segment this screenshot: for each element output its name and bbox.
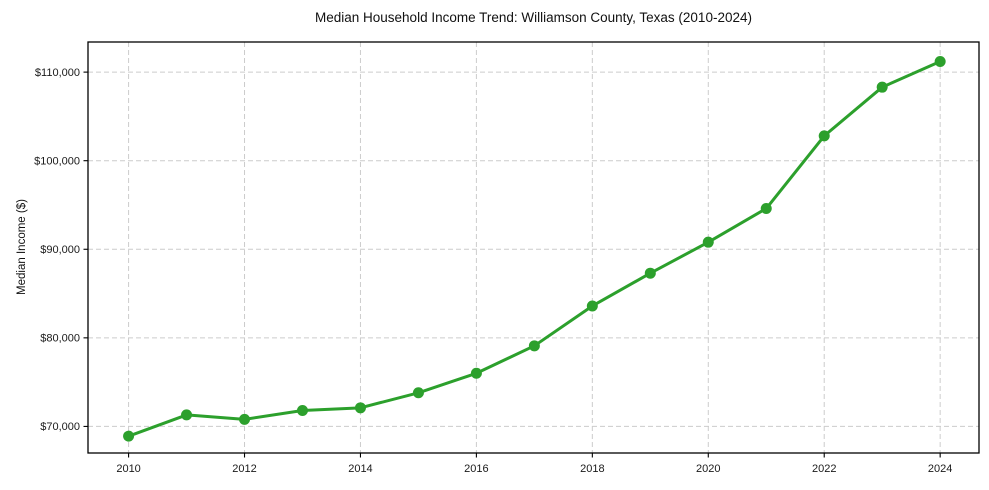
data-point-2023 (876, 81, 888, 93)
x-tick-label: 2014 (348, 463, 372, 475)
data-point-2021 (760, 203, 772, 215)
data-point-2013 (296, 404, 308, 416)
data-point-2010 (123, 430, 135, 442)
chart-title: Median Household Income Trend: Williamso… (315, 10, 752, 25)
plot-border (87, 41, 980, 454)
data-point-2020 (702, 236, 714, 248)
data-point-2024 (934, 55, 946, 67)
data-point-2017 (528, 340, 540, 352)
x-tick-label: 2022 (812, 463, 836, 475)
data-point-2011 (181, 409, 193, 421)
y-tick-label: $70,000 (40, 421, 80, 433)
y-tick-label: $100,000 (34, 155, 80, 167)
data-point-2018 (586, 300, 598, 312)
x-tick-label: 2016 (464, 463, 488, 475)
x-tick-label: 2010 (116, 463, 140, 475)
y-tick-label: $90,000 (40, 244, 80, 256)
data-point-2012 (239, 413, 251, 425)
data-point-2016 (470, 367, 482, 379)
y-tick-label: $80,000 (40, 333, 80, 345)
x-tick-label: 2018 (580, 463, 604, 475)
data-point-2019 (644, 267, 656, 279)
y-tick-label: $110,000 (35, 67, 80, 79)
data-point-2014 (354, 402, 366, 414)
y-axis-title: Median Income ($) (16, 199, 28, 295)
x-tick-label: 2012 (232, 463, 256, 475)
data-point-2022 (818, 130, 830, 142)
x-tick-label: 2024 (928, 463, 952, 475)
x-tick-label: 2020 (696, 463, 720, 475)
data-point-2015 (412, 387, 424, 399)
